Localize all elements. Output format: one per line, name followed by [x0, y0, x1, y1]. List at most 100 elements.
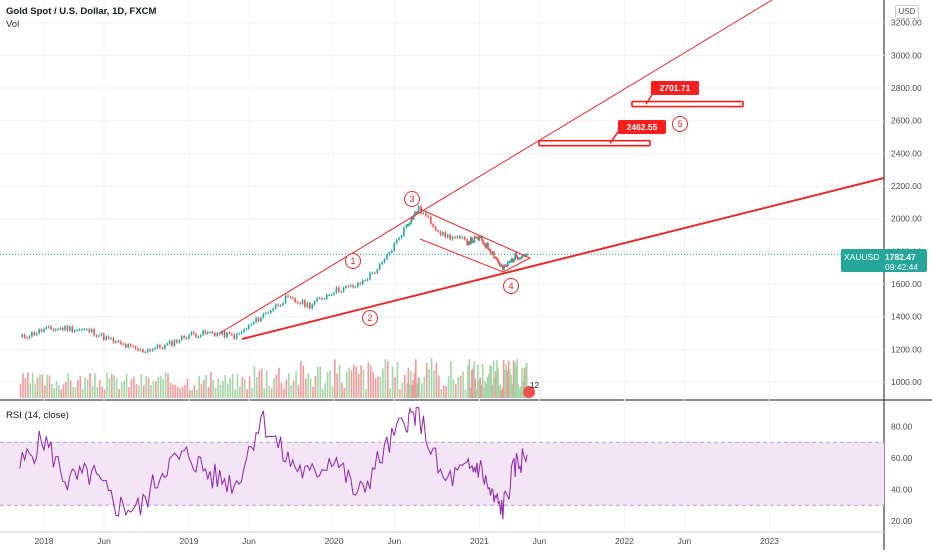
- candle-body: [190, 332, 193, 335]
- candle-body: [40, 329, 43, 332]
- candle-body: [192, 332, 195, 334]
- volume-bar: [152, 381, 155, 398]
- volume-bar: [423, 376, 426, 398]
- volume-bar: [476, 364, 479, 398]
- volume-bar: [485, 383, 488, 398]
- candle-body: [250, 323, 253, 326]
- volume-bar: [184, 385, 186, 398]
- volume-bar: [258, 370, 261, 398]
- volume-bar: [469, 387, 472, 398]
- volume-bar: [219, 384, 222, 398]
- candle-body: [492, 252, 494, 254]
- volume-bar: [334, 359, 336, 398]
- volume-bar: [414, 359, 417, 398]
- candle-body: [509, 261, 512, 263]
- volume-bar: [280, 382, 283, 398]
- candle-body: [188, 334, 190, 339]
- wave-marker-5[interactable]: 5: [672, 116, 688, 132]
- volume-bar: [241, 377, 244, 398]
- volume-bar: [355, 366, 358, 398]
- candle-body: [299, 302, 301, 304]
- candle-body: [267, 312, 270, 314]
- candle-body: [306, 302, 309, 307]
- volume-bar: [309, 378, 312, 398]
- volume-bar: [120, 382, 123, 398]
- candle-body: [519, 258, 521, 260]
- candle-body: [516, 256, 519, 260]
- volume-bar: [362, 369, 365, 398]
- volume-bar: [145, 376, 147, 398]
- volume-bar: [496, 359, 498, 398]
- volume-bar: [217, 378, 219, 398]
- volume-bar: [265, 370, 268, 398]
- candle-body: [38, 329, 40, 334]
- candle-body: [444, 231, 447, 238]
- candle-body: [178, 340, 181, 343]
- candle-body: [260, 317, 262, 322]
- volume-bar: [341, 382, 343, 398]
- candle-body: [52, 329, 55, 331]
- candle-body: [28, 336, 31, 339]
- wave-marker-2[interactable]: 2: [362, 310, 378, 326]
- candle-body: [503, 265, 505, 270]
- candle-body: [168, 340, 171, 344]
- candle-body: [323, 298, 326, 300]
- volume-bar: [412, 380, 415, 398]
- wave-marker-4[interactable]: 4: [503, 278, 519, 294]
- currency-badge[interactable]: USD: [895, 5, 919, 19]
- candle-body: [274, 304, 277, 309]
- volume-bar: [74, 386, 77, 398]
- candle-body: [467, 242, 470, 245]
- volume-bar: [234, 389, 236, 398]
- volume-bar: [500, 389, 503, 398]
- volume-bar: [212, 379, 215, 398]
- volume-bar: [147, 377, 150, 398]
- wave-marker-1[interactable]: 1: [345, 253, 361, 269]
- wave-marker-3[interactable]: 3: [404, 191, 420, 207]
- volume-bar: [468, 359, 470, 398]
- volume-bar: [169, 382, 172, 398]
- candle-body: [81, 329, 83, 331]
- candle-body: [388, 252, 391, 255]
- candle-body: [199, 335, 202, 337]
- volume-bar: [509, 369, 511, 398]
- volume-bar: [295, 371, 297, 398]
- volume-bar: [24, 378, 27, 398]
- volume-bar: [41, 374, 44, 398]
- volume-bar: [413, 372, 416, 398]
- candle-body: [449, 234, 451, 240]
- volume-bar: [464, 389, 467, 398]
- volume-bar: [510, 374, 512, 398]
- candle-body: [361, 280, 364, 285]
- volume-bar: [128, 387, 130, 398]
- volume-bar: [130, 379, 133, 398]
- volume-bar: [210, 372, 212, 398]
- candle-body: [513, 259, 515, 262]
- volume-bar: [290, 384, 293, 398]
- candle-body: [180, 335, 183, 341]
- volume-bar: [304, 378, 307, 398]
- volume-bar: [421, 383, 423, 398]
- volume-bar: [518, 388, 521, 398]
- volume-bar: [326, 371, 329, 398]
- target-label-1[interactable]: 2462.55: [618, 120, 666, 134]
- volume-bar: [193, 385, 196, 398]
- candle-body: [437, 230, 439, 232]
- candle-body: [144, 351, 147, 353]
- volume-bar: [157, 376, 160, 398]
- volume-bar: [312, 386, 314, 398]
- volume-bar: [483, 387, 485, 398]
- candle-body: [369, 272, 371, 280]
- volume-bar: [408, 384, 411, 398]
- volume-bar: [138, 385, 140, 398]
- target-label-2[interactable]: 2701.71: [651, 81, 699, 95]
- volume-bar: [89, 372, 91, 398]
- volume-bar: [239, 386, 241, 398]
- candle-body: [110, 338, 112, 340]
- candle-body: [463, 237, 466, 240]
- volume-bar: [60, 389, 63, 398]
- candle-body: [494, 257, 496, 259]
- volume-bar: [455, 384, 457, 398]
